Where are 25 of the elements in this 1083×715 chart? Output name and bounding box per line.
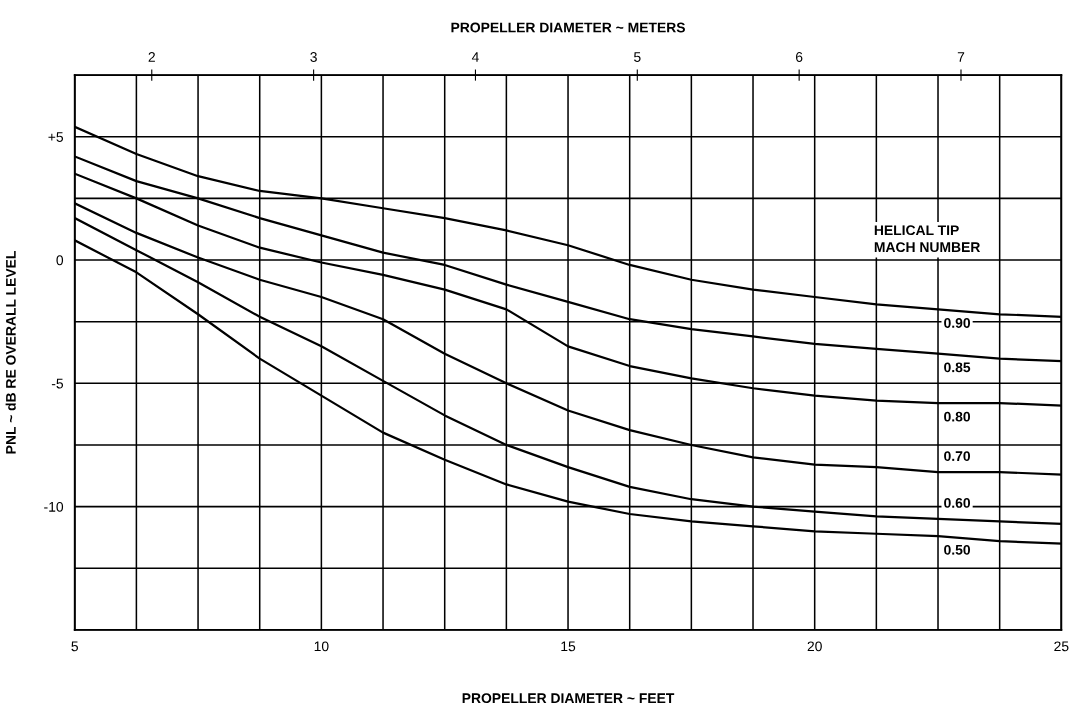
y-tick-label: +5 bbox=[48, 132, 64, 142]
x2-tick-label: 7 bbox=[957, 52, 965, 62]
series-label: 0.70 bbox=[944, 451, 971, 462]
x-tick-label: 15 bbox=[561, 641, 576, 652]
y-tick-label: -10 bbox=[44, 501, 64, 512]
series-label: 0.80 bbox=[944, 411, 971, 422]
x-tick-label: 5 bbox=[71, 641, 79, 652]
x2-tick-label: 5 bbox=[634, 52, 641, 62]
y-tick-label: -5 bbox=[51, 378, 64, 389]
series-label: 0.85 bbox=[944, 362, 971, 373]
x-tick-label: 20 bbox=[807, 641, 822, 652]
series-label: 0.60 bbox=[944, 498, 971, 508]
x2-tick-label: 6 bbox=[795, 52, 803, 62]
x-axis-title: PROPELLER DIAMETER ~ FEET bbox=[462, 693, 675, 704]
x-tick-label: 25 bbox=[1054, 641, 1069, 652]
y-tick-label: 0 bbox=[56, 255, 64, 266]
annotation: HELICAL TIP MACH NUMBER bbox=[874, 225, 981, 253]
series-label: 0.90 bbox=[944, 318, 971, 328]
x2-tick-label: 2 bbox=[148, 52, 155, 62]
series-label: 0.50 bbox=[944, 544, 971, 555]
x2-tick-label: 4 bbox=[471, 52, 479, 62]
x2-tick-label: 3 bbox=[310, 52, 317, 62]
x-tick-label: 10 bbox=[314, 641, 329, 652]
x2-axis-title: PROPELLER DIAMETER ~ METERS bbox=[451, 22, 685, 33]
y-axis-title: PNL ~ dB RE OVERALL LEVEL bbox=[5, 251, 16, 454]
